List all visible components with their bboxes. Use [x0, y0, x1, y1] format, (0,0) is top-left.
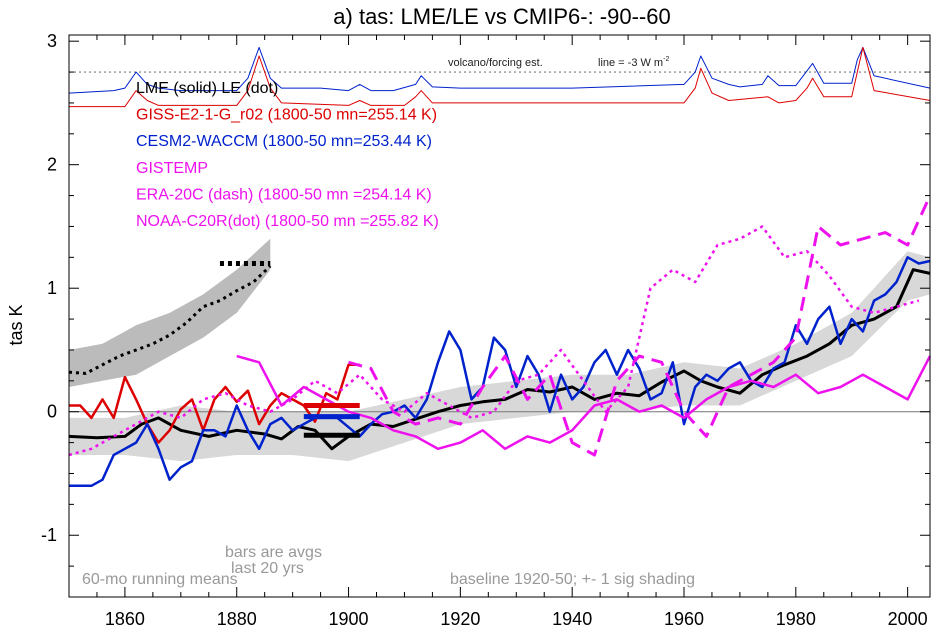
line-ref-label: line = -3 W m-2 — [598, 56, 669, 69]
series-gistemp — [236, 354, 932, 451]
baseline-note: baseline 1920-50; +- 1 sig shading — [450, 571, 695, 588]
legend-item-4: ERA-20C (dash) (1800-50 mn =254.14 K) — [136, 186, 432, 203]
plot-frame — [68, 34, 931, 598]
x-tick-label: 1940 — [552, 609, 592, 629]
y-tick-label: 2 — [47, 155, 57, 175]
y-tick-label: -1 — [41, 525, 57, 545]
legend-item-2: CESM2-WACCM (1800-50 mn=253.44 K) — [136, 133, 432, 150]
legend-item-1: GISS-E2-1-G_r02 (1800-50 mn=255.14 K) — [136, 107, 437, 124]
legend-item-3: GISTEMP — [136, 160, 208, 177]
series-le-dot — [68, 264, 272, 375]
volcano-label: volcano/forcing est. — [448, 57, 543, 69]
line-ref-sup: -2 — [663, 56, 669, 63]
y-tick-label: 0 — [47, 402, 57, 422]
shading-lme-1-sig — [69, 251, 930, 462]
x-tick-label: 1960 — [664, 609, 704, 629]
legend-item-0: LME (solid) LE (dot) — [136, 80, 278, 97]
x-tick-label: 1880 — [217, 609, 257, 629]
x-tick-label: 1920 — [440, 609, 480, 629]
x-tick-label: 1980 — [776, 609, 816, 629]
line-ref-prefix: line = -3 W m — [598, 57, 663, 69]
series-giss-forcing — [69, 46, 931, 108]
running-means-note: 60-mo running means — [82, 571, 238, 588]
bars-note-1: bars are avgs — [225, 544, 322, 561]
shading-layer — [69, 238, 930, 462]
bars-layer — [219, 261, 360, 438]
legend-item-5: NOAA-C20R(dot) (1800-50 mn =255.82 K) — [136, 213, 439, 230]
shading-le-1-sig — [69, 238, 271, 387]
legend: LME (solid) LE (dot) GISS-E2-1-G_r02 (180… — [136, 80, 439, 230]
chart-title: a) tas: LME/LE vs CMIP6-: -90--60 — [333, 4, 670, 29]
x-tick-label: 2000 — [888, 609, 928, 629]
x-tick-label: 1860 — [105, 609, 145, 629]
series-cesm2-waccm — [69, 256, 931, 488]
axes: 1860 1880 1900 1920 1940 1960 1980 2000 -1 0 1 2 3 — [41, 31, 931, 629]
bars-note-2: last 20 yrs — [231, 560, 304, 577]
y-tick-label: 1 — [47, 278, 57, 298]
series-era-20c-dash — [348, 194, 932, 457]
y-tick-label: 3 — [47, 31, 57, 51]
series-layer — [68, 46, 932, 488]
series-cesm2-waccm-forcing — [68, 46, 931, 94]
y-axis-label: tas K — [6, 304, 26, 345]
x-tick-label: 1900 — [329, 609, 369, 629]
